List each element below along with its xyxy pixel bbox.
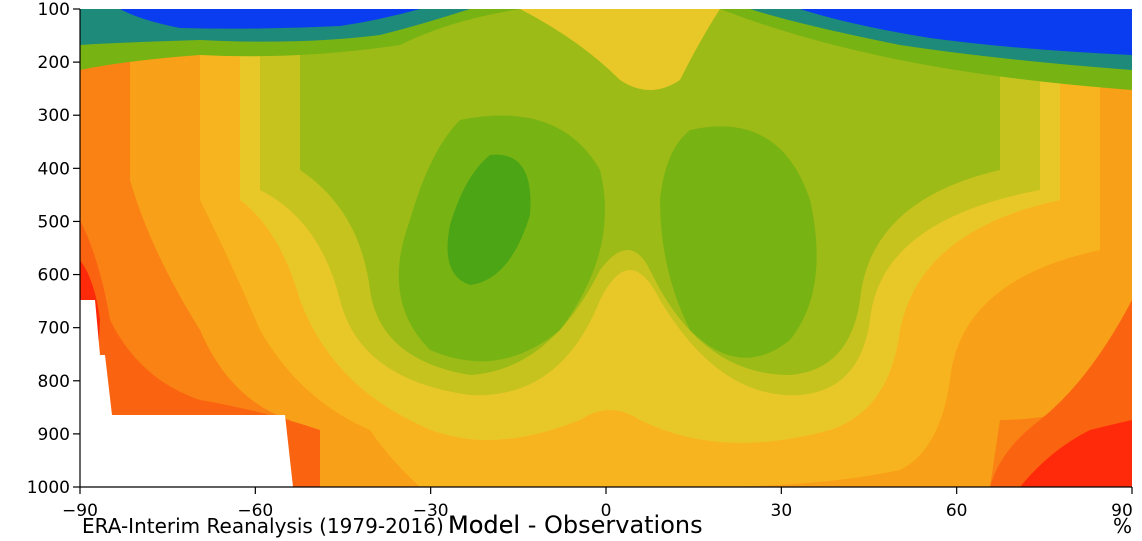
y-tick-label: 500 <box>38 212 70 232</box>
y-tick-label: 600 <box>38 266 70 286</box>
source-label: ERA-Interim Reanalysis (1979-2016) <box>82 514 444 538</box>
x-tick-label: −60 <box>237 501 273 521</box>
contour-band-yellow-top <box>520 9 720 90</box>
y-tick-label: 400 <box>38 159 70 179</box>
y-tick-label: 300 <box>38 106 70 126</box>
x-ticks: −90 −60 −30 0 30 60 90 <box>62 487 1133 521</box>
contour-band-green-right <box>660 126 817 358</box>
x-tick-label: −30 <box>413 501 449 521</box>
contour-field <box>80 9 1132 487</box>
x-tick-label: 30 <box>771 501 793 521</box>
model-label: Model <box>448 511 520 539</box>
y-tick-label: 100 <box>38 0 70 20</box>
y-tick-label: 800 <box>38 372 70 392</box>
contour-band-blue-right <box>800 9 1132 55</box>
x-tick-label: 60 <box>946 501 968 521</box>
x-tick-label: 90 <box>1111 501 1133 521</box>
y-ticks: 100 200 300 400 500 600 700 800 900 1000 <box>27 0 80 498</box>
x-tick-label: 0 <box>601 501 612 521</box>
y-tick-label: 700 <box>38 319 70 339</box>
contour-band-blue-left <box>120 9 420 29</box>
contour-band-red-right <box>1020 420 1132 487</box>
y-tick-label: 1000 <box>27 478 70 498</box>
y-tick-label: 900 <box>38 425 70 445</box>
chart-title: Model - Observations <box>448 511 703 539</box>
y-tick-label: 200 <box>38 53 70 73</box>
terrain-mask <box>80 300 293 487</box>
unit-label: % <box>1113 514 1132 538</box>
x-tick-label: −90 <box>62 501 98 521</box>
contour-band-green-dark <box>447 154 531 285</box>
